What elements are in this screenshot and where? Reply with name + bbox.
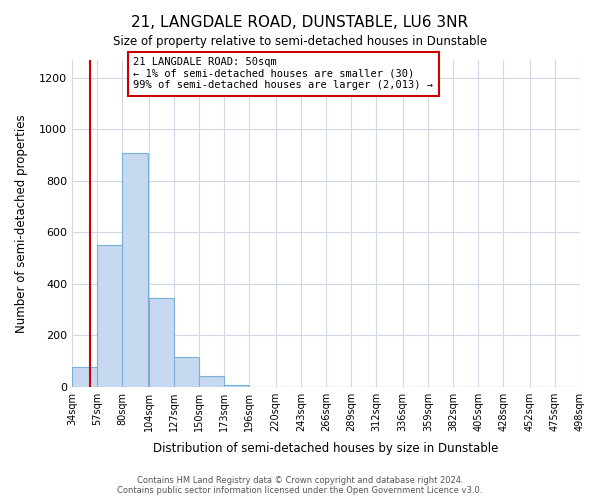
Text: Size of property relative to semi-detached houses in Dunstable: Size of property relative to semi-detach…: [113, 35, 487, 48]
Bar: [224, 384, 250, 386]
Bar: [122, 152, 148, 386]
Text: 21, LANGDALE ROAD, DUNSTABLE, LU6 3NR: 21, LANGDALE ROAD, DUNSTABLE, LU6 3NR: [131, 15, 469, 30]
Bar: [199, 376, 224, 386]
Y-axis label: Number of semi-detached properties: Number of semi-detached properties: [15, 114, 28, 332]
Bar: [149, 298, 174, 386]
Bar: [174, 357, 199, 386]
Text: Contains HM Land Registry data © Crown copyright and database right 2024.
Contai: Contains HM Land Registry data © Crown c…: [118, 476, 482, 495]
Text: 21 LANGDALE ROAD: 50sqm
← 1% of semi-detached houses are smaller (30)
99% of sem: 21 LANGDALE ROAD: 50sqm ← 1% of semi-det…: [133, 57, 433, 90]
Bar: [72, 368, 97, 386]
Bar: [97, 245, 122, 386]
X-axis label: Distribution of semi-detached houses by size in Dunstable: Distribution of semi-detached houses by …: [154, 442, 499, 455]
